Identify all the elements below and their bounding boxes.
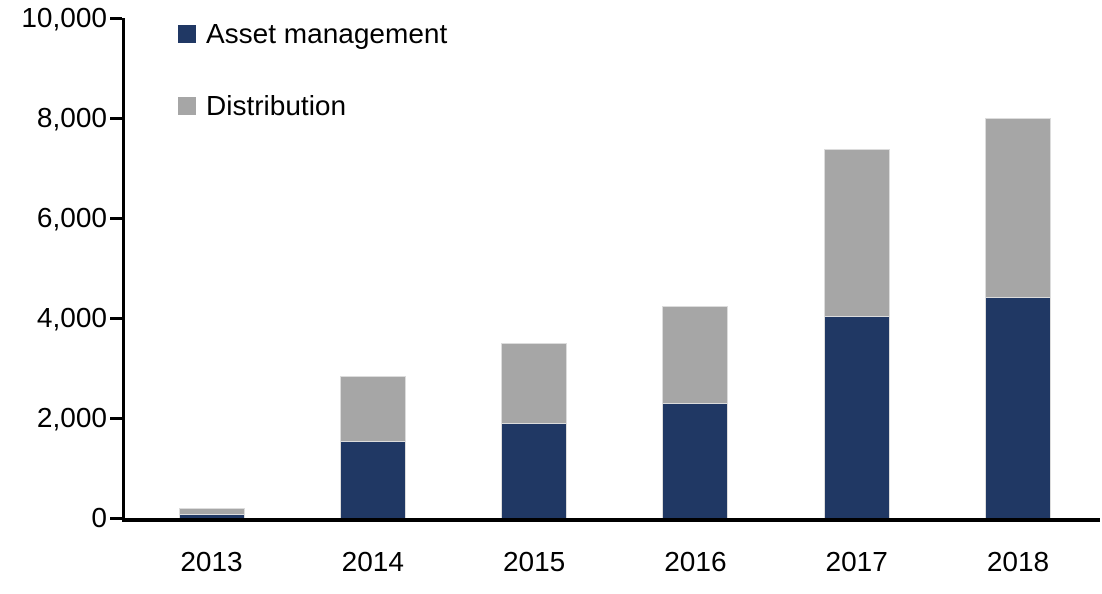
- legend-swatch-asset-management: [178, 25, 196, 43]
- x-tick-label-2017: 2017: [825, 546, 888, 577]
- y-tick-label: 0: [91, 502, 107, 533]
- bar-segment-asset-management-2015: [501, 423, 568, 518]
- bar-segment-asset-management-2017: [823, 315, 890, 518]
- bar-segment-asset-management-2016: [662, 403, 729, 518]
- y-tick: [110, 16, 122, 20]
- legend-label-asset-management: Asset management: [206, 18, 448, 49]
- legend: Asset management Distribution: [178, 19, 447, 121]
- bar-segment-distribution-2018: [985, 118, 1051, 297]
- x-tick-label-2018: 2018: [986, 546, 1050, 577]
- bar-segment-distribution-2013: [178, 508, 245, 514]
- legend-label-distribution: Distribution: [206, 90, 347, 121]
- y-tick: [110, 416, 122, 420]
- bar-segment-asset-management-2014: [339, 440, 406, 518]
- y-tick: [110, 116, 122, 120]
- x-tick-label-2013: 2013: [180, 546, 243, 577]
- y-tick: [110, 516, 122, 520]
- x-tick-label-2016: 2016: [664, 546, 727, 577]
- x-tick-label-2015: 2015: [502, 546, 566, 577]
- y-tick-label: 2,000: [36, 402, 107, 433]
- y-tick-label: 8,000: [36, 102, 107, 133]
- y-tick: [110, 316, 122, 320]
- y-tick-label: 4,000: [36, 302, 107, 333]
- y-tick-label: 10,000: [21, 2, 107, 33]
- legend-swatch-distribution: [178, 97, 196, 115]
- bar-segment-asset-management-2018: [985, 297, 1051, 518]
- plot-area: [110, 16, 1100, 522]
- bar-segment-distribution-2016: [662, 305, 729, 403]
- y-tick: [110, 216, 122, 220]
- x-tick-label-2014: 2014: [341, 546, 404, 577]
- bar-segment-distribution-2017: [823, 149, 890, 316]
- legend-item-distribution: Distribution: [178, 91, 447, 121]
- bar-segment-asset-management-2013: [178, 514, 245, 518]
- bar-segment-distribution-2014: [339, 375, 406, 441]
- bar-segment-distribution-2015: [501, 343, 568, 423]
- legend-item-asset-management: Asset management: [178, 19, 447, 49]
- y-tick-label: 6,000: [36, 202, 107, 233]
